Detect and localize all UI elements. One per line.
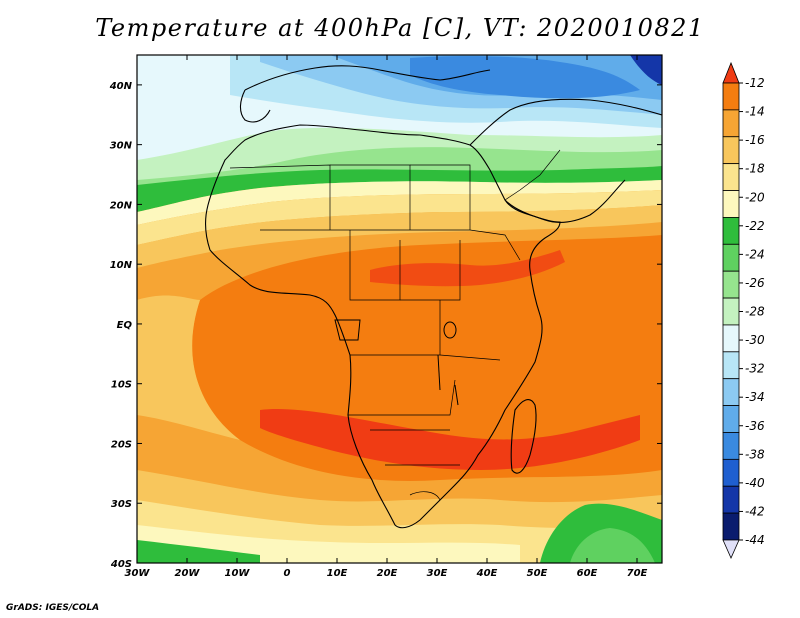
lakes-group: [334, 319, 459, 406]
lon-tick-label: 10E: [327, 568, 348, 579]
colorbar-label: -32: [745, 362, 765, 376]
plot-frame: [136, 54, 663, 564]
colorbar-segment: [722, 82, 740, 111]
border-south-4: [409, 491, 441, 501]
lon-tick-label: 50E: [527, 568, 548, 579]
colorbar-segment: [722, 351, 740, 380]
border-north-east: [410, 164, 471, 230]
lat-tick-label: 10S: [111, 380, 132, 391]
colorbar-segment: [722, 243, 740, 272]
colorbar-label: -36: [745, 419, 765, 433]
colorbar-segment: [722, 512, 740, 541]
lon-tick-label: 20W: [175, 568, 201, 579]
colorbar-label: -16: [745, 133, 765, 147]
border-central-2: [400, 240, 461, 301]
colorbar-segment: [722, 458, 740, 487]
lon-tick-label: 0: [284, 568, 291, 579]
lon-tick-label: 40E: [476, 568, 498, 579]
africa-coastline: [205, 124, 561, 529]
colorbar-bottom-arrow: [722, 539, 740, 559]
colorbar-label: -12: [745, 76, 765, 90]
colorbar-segment: [722, 109, 740, 138]
lake-tanganyika: [437, 354, 441, 391]
lat-tick-label: 30S: [111, 499, 132, 510]
iberia-coastline: [239, 89, 271, 123]
colorbar-segment: [722, 378, 740, 406]
madagascar-coastline: [510, 399, 537, 474]
lat-tick-label: 30N: [110, 141, 133, 152]
colorbar-label: -22: [745, 219, 765, 233]
field-zone-yellow: [137, 190, 662, 245]
colorbar-label: -14: [745, 105, 765, 119]
colorbar-segment: [722, 297, 740, 326]
lake-central-outline: [334, 319, 361, 341]
border-central-1: [349, 230, 401, 301]
lon-tick-label: 30W: [125, 568, 151, 579]
colorbar-segment: [722, 190, 740, 218]
border-east-1: [439, 354, 501, 361]
lake-victoria: [443, 321, 457, 339]
colorbar-label: -24: [745, 247, 765, 261]
arabia-coastline: [504, 179, 626, 224]
lon-tick-label: 20E: [377, 568, 398, 579]
field-zone-west-orange-light: [137, 295, 240, 440]
colorbar-segment: [722, 217, 740, 245]
colorbar-label: -44: [745, 533, 765, 547]
colorbar-label: -18: [745, 162, 765, 176]
colorbar-segment: [722, 270, 740, 299]
colorbar-label: -20: [745, 190, 765, 204]
field-zone-green-band: [137, 166, 662, 212]
colorbar-segment: [722, 485, 740, 514]
longitude-axis: 30W 20W 10W 0 10E 20E 30E 40E 50E 60E 70E: [125, 55, 648, 579]
lon-tick-label: 30E: [427, 568, 448, 579]
field-zone-pale-yellow: [137, 180, 662, 225]
field-zone-southwest-green: [137, 540, 260, 563]
colorbar-segment: [722, 324, 740, 353]
lon-tick-label: 60E: [577, 568, 598, 579]
coastline-group: [205, 65, 662, 529]
lon-tick-label: 70E: [627, 568, 648, 579]
lat-tick-label: 40S: [110, 559, 132, 570]
colorbar-segment: [722, 432, 740, 460]
colorbar-top-arrow: [722, 61, 740, 84]
map-title: Temperature at 400hPa [C], VT: 202001082…: [95, 14, 705, 42]
colorbar-label: -30: [745, 333, 765, 347]
temperature-field: [137, 55, 662, 563]
border-horn: [469, 229, 521, 261]
latitude-axis: 40N 30N 20N 10N EQ 10S 20S 30S 40S: [109, 81, 662, 570]
lat-tick-label: 20N: [110, 200, 133, 211]
field-zone-navy: [630, 55, 662, 85]
colorbar-label: -40: [745, 476, 765, 490]
colorbar-segment: [722, 163, 740, 191]
country-borders-group: [229, 149, 561, 501]
middle-east-coastline: [469, 98, 662, 146]
field-zone-light-orange: [137, 205, 662, 268]
credit-text: GrADS: IGES/COLA: [6, 603, 100, 613]
colorbar: -12 -14 -16 -18 -20 -22 -24 -26 -28 -30 -32 -34 -36 -…: [722, 61, 765, 559]
field-zone-deep-blue: [410, 56, 640, 99]
colorbar-segment: [722, 405, 740, 433]
border-south-1: [348, 379, 456, 416]
lat-tick-label: EQ: [117, 320, 133, 331]
lat-tick-label: 20S: [111, 439, 132, 450]
europe-coastline: [244, 65, 491, 91]
border-arabia: [504, 149, 561, 201]
colorbar-label: -26: [745, 276, 765, 290]
colorbar-segment: [722, 136, 740, 165]
colorbar-label: -42: [745, 504, 765, 518]
field-zone-hot-band-south: [260, 409, 640, 470]
lon-tick-label: 10W: [225, 568, 251, 579]
field-zone-southeast-light-green: [570, 528, 655, 563]
lat-tick-label: 40N: [109, 81, 133, 92]
colorbar-label: -28: [745, 305, 765, 319]
colorbar-label: -34: [745, 390, 765, 404]
lat-tick-label: 10N: [110, 260, 133, 271]
colorbar-label: -38: [745, 447, 765, 461]
field-zone-hot-band-north: [370, 250, 565, 287]
lake-malawi: [454, 384, 459, 406]
